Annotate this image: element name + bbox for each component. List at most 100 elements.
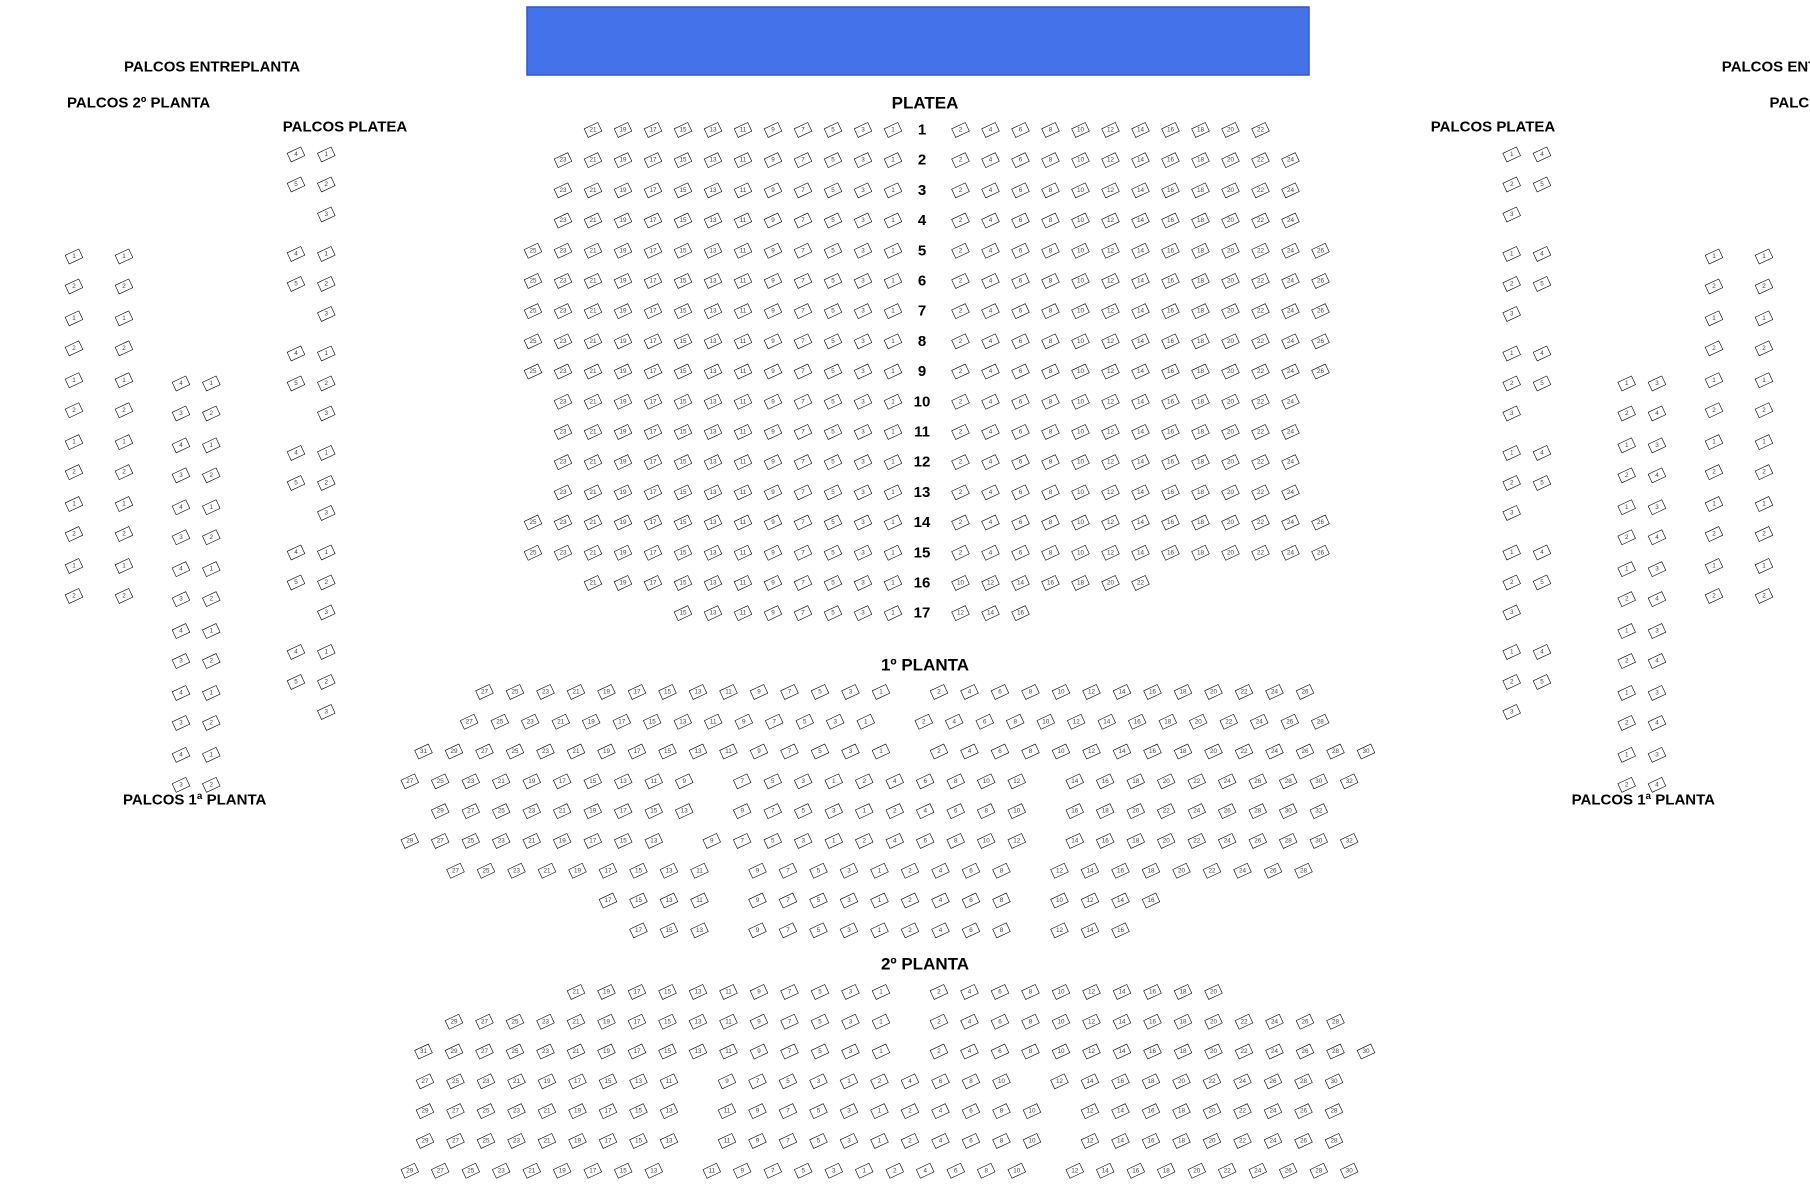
svg-text:25: 25 <box>529 338 537 345</box>
svg-text:5: 5 <box>818 1048 822 1055</box>
svg-text:5: 5 <box>1540 480 1544 487</box>
svg-text:4: 4 <box>1540 450 1544 457</box>
svg-text:2: 2 <box>1625 658 1629 665</box>
svg-text:14: 14 <box>1137 278 1145 285</box>
svg-text:14: 14 <box>1137 247 1145 254</box>
svg-text:1: 1 <box>879 748 883 755</box>
svg-text:3: 3 <box>1655 566 1659 573</box>
svg-text:3: 3 <box>325 211 329 218</box>
svg-text:2: 2 <box>959 278 963 285</box>
svg-text:1: 1 <box>1762 563 1766 570</box>
svg-text:11: 11 <box>914 424 930 441</box>
svg-text:2: 2 <box>1510 480 1514 487</box>
svg-text:16: 16 <box>1149 689 1157 696</box>
svg-text:21: 21 <box>589 278 597 285</box>
svg-text:26: 26 <box>1317 308 1325 315</box>
svg-text:25: 25 <box>529 247 537 254</box>
svg-text:14: 14 <box>1086 867 1094 874</box>
svg-text:16: 16 <box>1071 808 1079 815</box>
svg-text:1: 1 <box>832 778 836 785</box>
svg-text:1: 1 <box>325 251 329 258</box>
svg-text:3: 3 <box>847 1138 851 1145</box>
svg-text:9: 9 <box>918 363 926 380</box>
svg-text:27: 27 <box>437 1167 445 1174</box>
svg-text:19: 19 <box>619 398 627 405</box>
svg-text:31: 31 <box>420 1048 428 1055</box>
svg-text:12: 12 <box>1013 838 1021 845</box>
svg-text:1: 1 <box>1762 501 1766 508</box>
svg-text:14: 14 <box>1118 748 1126 755</box>
svg-text:25: 25 <box>437 778 445 785</box>
svg-text:4: 4 <box>989 489 993 496</box>
svg-text:13: 13 <box>914 484 931 501</box>
svg-text:4: 4 <box>952 718 956 725</box>
svg-text:20: 20 <box>1193 1167 1201 1174</box>
svg-text:21: 21 <box>589 549 597 556</box>
svg-text:16: 16 <box>1149 989 1157 996</box>
svg-text:11: 11 <box>740 308 747 315</box>
svg-text:24: 24 <box>1287 368 1295 375</box>
svg-text:19: 19 <box>603 989 611 996</box>
svg-text:3: 3 <box>861 187 865 194</box>
svg-text:27: 27 <box>437 838 445 845</box>
svg-text:16: 16 <box>1167 459 1175 466</box>
svg-text:14: 14 <box>1137 459 1145 466</box>
svg-text:PALCOS ENTREPLANTA: PALCOS ENTREPLANTA <box>124 59 300 76</box>
svg-text:16: 16 <box>1167 247 1175 254</box>
svg-text:16: 16 <box>1149 748 1157 755</box>
svg-text:19: 19 <box>619 187 627 194</box>
svg-text:1: 1 <box>1625 566 1629 573</box>
svg-text:9: 9 <box>771 157 775 164</box>
svg-text:5: 5 <box>294 579 298 586</box>
svg-text:3: 3 <box>861 308 865 315</box>
svg-text:26: 26 <box>1317 549 1325 556</box>
svg-text:3: 3 <box>861 338 865 345</box>
svg-text:3: 3 <box>861 398 865 405</box>
svg-text:29: 29 <box>421 1138 429 1145</box>
svg-text:7: 7 <box>801 278 805 285</box>
svg-text:22: 22 <box>1257 519 1265 526</box>
svg-text:4: 4 <box>989 429 993 436</box>
svg-text:13: 13 <box>679 718 687 725</box>
svg-text:3: 3 <box>833 718 837 725</box>
svg-text:25: 25 <box>482 867 490 874</box>
svg-text:PALCOS PLATEA: PALCOS PLATEA <box>1431 119 1556 136</box>
svg-text:17: 17 <box>633 1048 641 1055</box>
svg-text:30: 30 <box>1315 778 1323 785</box>
svg-text:8: 8 <box>1000 1108 1004 1115</box>
svg-text:2: 2 <box>72 593 76 600</box>
svg-text:8: 8 <box>984 808 988 815</box>
svg-text:14: 14 <box>1118 1018 1126 1025</box>
svg-text:15: 15 <box>620 1167 628 1174</box>
svg-text:17: 17 <box>635 927 643 934</box>
svg-text:20: 20 <box>1132 808 1140 815</box>
svg-text:16: 16 <box>1149 1048 1157 1055</box>
svg-text:22: 22 <box>1257 368 1265 375</box>
svg-text:14: 14 <box>1117 1138 1125 1145</box>
svg-text:2: 2 <box>959 429 963 436</box>
svg-text:20: 20 <box>1210 1018 1218 1025</box>
svg-text:18: 18 <box>1179 748 1187 755</box>
svg-text:12: 12 <box>1107 247 1115 254</box>
svg-text:15: 15 <box>650 808 658 815</box>
svg-text:6: 6 <box>1019 247 1023 254</box>
svg-text:25: 25 <box>482 1108 490 1115</box>
svg-text:1: 1 <box>1510 151 1514 158</box>
svg-text:3: 3 <box>861 368 865 375</box>
svg-text:21: 21 <box>557 718 565 725</box>
svg-text:8: 8 <box>1029 748 1033 755</box>
svg-text:1: 1 <box>864 718 868 725</box>
svg-text:16: 16 <box>1149 1018 1157 1025</box>
svg-text:3: 3 <box>1510 609 1514 616</box>
svg-text:10: 10 <box>1077 157 1085 164</box>
svg-text:7: 7 <box>801 398 805 405</box>
svg-text:17: 17 <box>649 127 657 134</box>
svg-text:1: 1 <box>891 459 895 466</box>
svg-text:29: 29 <box>450 748 458 755</box>
svg-text:1: 1 <box>210 690 214 697</box>
svg-text:4: 4 <box>1540 649 1544 656</box>
svg-text:26: 26 <box>1300 1108 1308 1115</box>
svg-text:7: 7 <box>801 549 805 556</box>
svg-text:2: 2 <box>1712 283 1716 290</box>
svg-text:2: 2 <box>210 596 214 603</box>
